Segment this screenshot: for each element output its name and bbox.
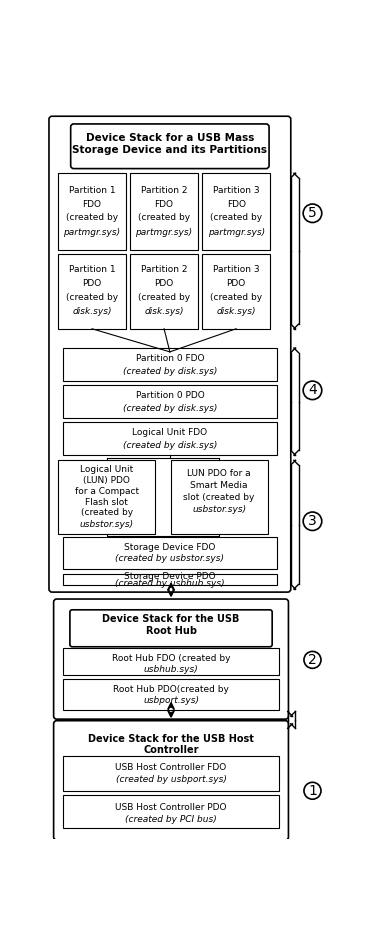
Text: Partition 0 FDO: Partition 0 FDO — [136, 355, 204, 363]
Text: 2: 2 — [308, 653, 317, 667]
Text: USB Host Controller PDO: USB Host Controller PDO — [115, 803, 227, 812]
Text: partmgr.sys): partmgr.sys) — [135, 228, 193, 237]
Bar — [58, 460, 155, 534]
Text: 3: 3 — [308, 514, 317, 528]
Text: PDO: PDO — [82, 279, 102, 288]
Text: Smart Media: Smart Media — [190, 481, 248, 490]
Text: Device Stack for the USB Host
Controller: Device Stack for the USB Host Controller — [88, 734, 254, 755]
Text: Partition 1: Partition 1 — [69, 186, 115, 194]
Bar — [63, 422, 277, 455]
Text: (LUN) PDO: (LUN) PDO — [83, 476, 130, 485]
Text: Logical Unit: Logical Unit — [80, 465, 133, 474]
Bar — [58, 174, 126, 250]
Bar — [63, 573, 277, 586]
Text: partmgr.sys): partmgr.sys) — [208, 228, 265, 237]
Text: Flash slot: Flash slot — [85, 498, 128, 506]
Bar — [130, 174, 198, 250]
Text: (created by: (created by — [210, 213, 262, 223]
Text: FDO: FDO — [155, 200, 174, 208]
FancyBboxPatch shape — [70, 610, 272, 647]
Text: Root Hub PDO(created by: Root Hub PDO(created by — [113, 686, 229, 694]
Bar — [58, 254, 126, 329]
Text: (created by disk.sys): (created by disk.sys) — [123, 367, 217, 375]
Text: (created by: (created by — [210, 292, 262, 302]
Text: PDO: PDO — [155, 279, 174, 288]
Bar — [63, 538, 277, 569]
Text: (created by: (created by — [81, 508, 133, 518]
Text: Logical Unit FDO: Logical Unit FDO — [132, 428, 207, 438]
Text: Device Stack for the USB
Root Hub: Device Stack for the USB Root Hub — [102, 615, 240, 636]
Text: Partition 0 PDO: Partition 0 PDO — [135, 391, 204, 400]
Text: (created by disk.sys): (created by disk.sys) — [123, 440, 217, 450]
Text: Partition 3: Partition 3 — [213, 186, 259, 194]
FancyBboxPatch shape — [54, 720, 288, 840]
Text: (created by PCI bus): (created by PCI bus) — [125, 815, 217, 824]
FancyBboxPatch shape — [49, 116, 291, 592]
Text: usbport.sys): usbport.sys) — [143, 696, 199, 705]
Bar — [171, 460, 268, 534]
Text: usbhub.sys): usbhub.sys) — [143, 665, 199, 673]
Bar — [63, 385, 277, 418]
Bar — [130, 254, 198, 329]
Text: (created by: (created by — [138, 292, 190, 302]
Text: (created by usbhub.sys): (created by usbhub.sys) — [115, 579, 225, 588]
Bar — [63, 679, 279, 710]
Text: Partition 2: Partition 2 — [141, 265, 187, 274]
Text: 5: 5 — [308, 207, 317, 221]
Text: PDO: PDO — [226, 279, 246, 288]
Text: LUN PDO for a: LUN PDO for a — [187, 469, 251, 478]
Text: for a Compact: for a Compact — [75, 487, 139, 496]
FancyBboxPatch shape — [71, 124, 269, 169]
Text: Storage Device FDO: Storage Device FDO — [124, 543, 215, 552]
Text: partmgr.sys): partmgr.sys) — [63, 228, 120, 237]
Text: disk.sys): disk.sys) — [144, 307, 184, 316]
Text: (created by usbstor.sys): (created by usbstor.sys) — [115, 554, 224, 564]
Bar — [63, 348, 277, 381]
Bar — [63, 648, 279, 675]
Text: FDO: FDO — [227, 200, 246, 208]
Text: (created by usbport.sys): (created by usbport.sys) — [116, 775, 226, 784]
Text: Root Hub FDO (created by: Root Hub FDO (created by — [112, 653, 230, 663]
Bar — [203, 254, 270, 329]
Text: (created by: (created by — [66, 292, 118, 302]
Text: Device Stack for a USB Mass
Storage Device and its Partitions: Device Stack for a USB Mass Storage Devi… — [72, 133, 268, 155]
Text: usbstor.sys): usbstor.sys) — [192, 505, 246, 514]
Text: disk.sys): disk.sys) — [217, 307, 256, 316]
Text: usbstor.sys): usbstor.sys) — [80, 520, 134, 529]
Text: Storage Device PDO: Storage Device PDO — [124, 572, 216, 581]
Text: USB Host Controller FDO: USB Host Controller FDO — [115, 763, 227, 772]
FancyBboxPatch shape — [54, 599, 288, 720]
Bar — [63, 795, 279, 828]
Text: (created by: (created by — [138, 213, 190, 223]
Text: slot (created by: slot (created by — [184, 493, 255, 502]
Text: disk.sys): disk.sys) — [72, 307, 112, 316]
Text: (created by: (created by — [66, 213, 118, 223]
Text: Partition 1: Partition 1 — [69, 265, 115, 274]
Bar — [63, 756, 279, 791]
Text: 4: 4 — [308, 384, 317, 397]
Text: (created by disk.sys): (created by disk.sys) — [123, 404, 217, 413]
Text: Partition 2: Partition 2 — [141, 186, 187, 194]
Text: Partition 3: Partition 3 — [213, 265, 259, 274]
Bar — [203, 174, 270, 250]
Text: 1: 1 — [308, 784, 317, 798]
Text: FDO: FDO — [83, 200, 102, 208]
